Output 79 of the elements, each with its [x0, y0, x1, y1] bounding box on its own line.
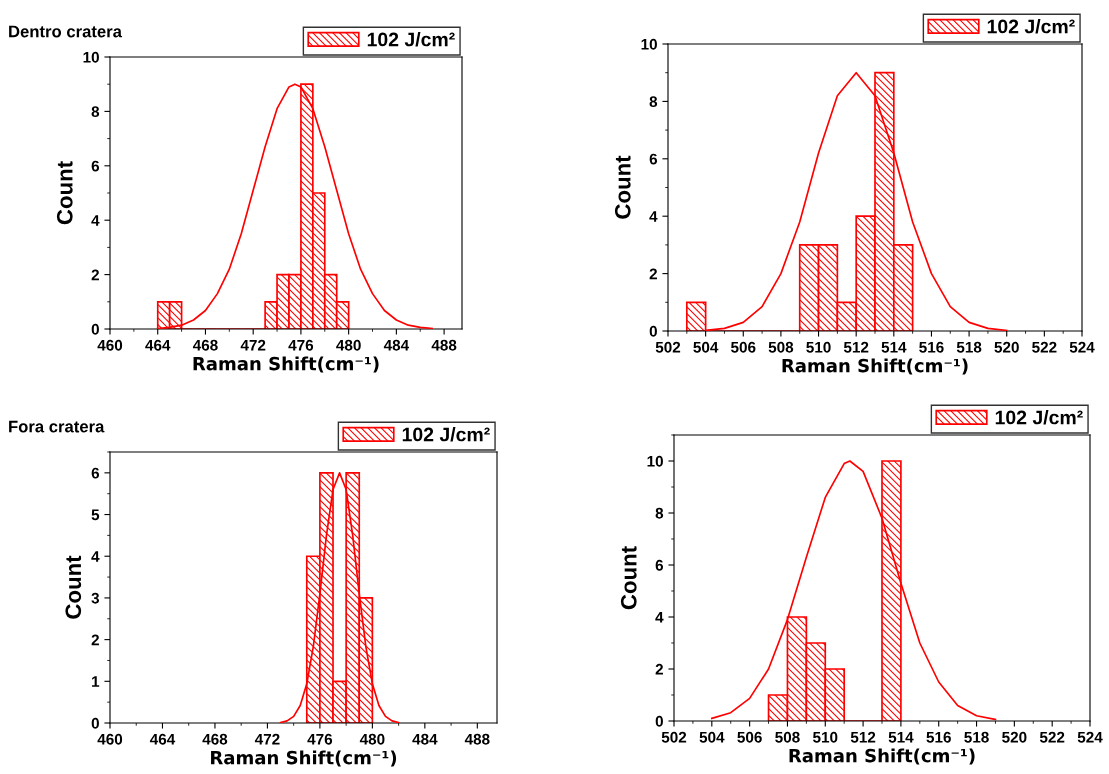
y-tick-label: 10	[647, 455, 663, 467]
y-tick-label: 4	[655, 612, 664, 623]
x-tick-label: 508	[775, 731, 800, 743]
x-tick-label: 516	[926, 731, 951, 743]
x-tick-label: 506	[737, 731, 762, 743]
y-tick-label: 0	[649, 325, 657, 337]
x-axis-title: Raman Shift(cm⁻¹)	[211, 750, 397, 767]
y-tick-label: 4	[649, 211, 658, 222]
x-tick-label: 512	[850, 731, 876, 743]
x-tick-label: 518	[956, 341, 982, 353]
x-tick-label: 504	[693, 341, 719, 353]
x-tick-label: 508	[768, 341, 794, 353]
x-tick-label: 520	[994, 341, 1019, 353]
y-tick-label: 2	[91, 269, 99, 281]
x-tick-label: 484	[412, 733, 438, 745]
x-tick-label: 514	[888, 731, 914, 743]
y-tick-label: 0	[91, 717, 99, 729]
y-axis-title: Count	[56, 161, 73, 225]
y-tick-label: 1	[92, 676, 100, 687]
x-tick-label: 460	[97, 339, 123, 351]
y-tick-label: 6	[655, 559, 664, 571]
x-tick-label: 520	[1002, 731, 1027, 743]
y-tick-label: 2	[655, 663, 663, 675]
legend-label: 102 J/cm²	[995, 410, 1083, 425]
x-tick-label: 484	[383, 339, 410, 351]
x-tick-label: 502	[655, 341, 681, 353]
y-tick-label: 4	[91, 551, 100, 562]
y-tick-label: 8	[91, 106, 100, 118]
y-tick-label: 6	[91, 467, 100, 479]
y-axis-title: Count	[65, 555, 82, 619]
legend-label: 102 J/cm²	[367, 32, 455, 47]
y-tick-label: 8	[649, 96, 658, 108]
x-tick-label: 524	[1069, 341, 1095, 353]
x-tick-label: 512	[843, 341, 869, 353]
y-tick-label: 5	[91, 509, 100, 521]
x-tick-label: 510	[813, 731, 838, 743]
x-axis-title: Raman Shift(cm⁻¹)	[193, 356, 379, 373]
x-tick-label: 524	[1077, 731, 1103, 743]
y-tick-label: 0	[655, 715, 663, 727]
legend-label: 102 J/cm²	[402, 427, 490, 442]
x-tick-label: 518	[964, 731, 989, 743]
y-tick-label: 3	[91, 592, 100, 604]
x-tick-label: 516	[919, 341, 944, 353]
x-tick-label: 522	[1032, 341, 1057, 353]
x-tick-label: 514	[881, 341, 907, 353]
chart-title: Dentro cratera	[9, 25, 123, 38]
y-tick-label: 2	[649, 268, 657, 280]
x-tick-label: 480	[336, 339, 361, 351]
x-tick-label: 468	[192, 339, 218, 351]
x-tick-label: 488	[431, 339, 457, 351]
x-tick-label: 504	[699, 731, 725, 743]
legend-label: 102 J/cm²	[987, 19, 1075, 34]
y-tick-label: 8	[655, 507, 664, 519]
x-tick-label: 472	[254, 733, 280, 745]
y-tick-label: 10	[83, 51, 99, 63]
x-tick-label: 460	[97, 733, 123, 745]
x-tick-label: 510	[806, 341, 831, 353]
y-tick-label: 4	[91, 215, 100, 226]
y-axis-title: Count	[620, 546, 637, 610]
x-tick-label: 488	[464, 733, 490, 745]
x-tick-label: 476	[307, 733, 333, 745]
x-tick-label: 502	[661, 731, 687, 743]
y-tick-label: 6	[649, 153, 658, 165]
x-tick-label: 468	[202, 733, 228, 745]
x-tick-label: 464	[149, 733, 176, 745]
chart-title: Fora cratera	[9, 420, 105, 433]
x-tick-label: 472	[240, 339, 266, 351]
x-tick-label: 476	[288, 339, 314, 351]
y-axis-title: Count	[614, 155, 631, 219]
y-tick-label: 6	[91, 160, 100, 172]
y-tick-label: 10	[641, 38, 657, 50]
y-tick-label: 0	[91, 323, 99, 335]
x-axis-title: Raman Shift(cm⁻¹)	[789, 748, 975, 765]
x-tick-label: 522	[1039, 731, 1065, 743]
x-tick-label: 480	[359, 733, 385, 745]
x-tick-label: 464	[145, 339, 171, 351]
x-axis-title: Raman Shift(cm⁻¹)	[782, 358, 968, 375]
x-tick-label: 506	[731, 341, 756, 353]
y-tick-label: 2	[91, 634, 99, 646]
